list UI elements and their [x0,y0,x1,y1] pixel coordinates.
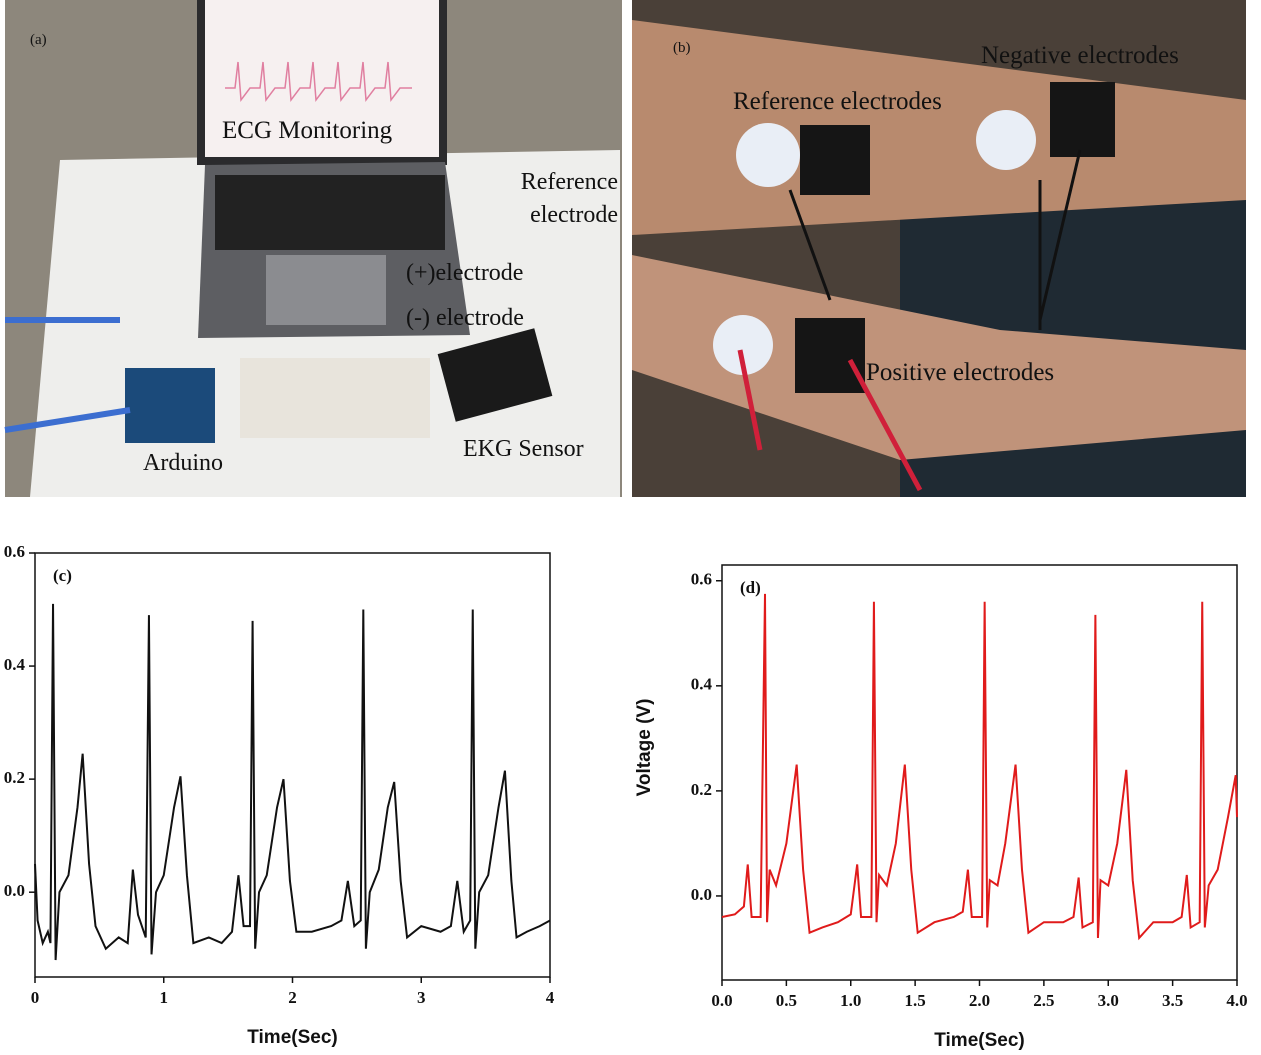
y-tick-label: 0.6 [4,542,25,561]
x-axis-title: Time(Sec) [934,1030,1024,1051]
photo-label: Reference electrode [480,166,618,232]
x-tick-label: 2.5 [1033,991,1054,1010]
x-tick-label: 2 [288,988,297,1007]
y-tick-label: 0.2 [4,768,25,787]
photo-b [632,0,1246,497]
x-tick-label: 1 [160,988,169,1007]
x-axis-title: Time(Sec) [247,1027,337,1048]
x-tick-label: 1.0 [840,991,861,1010]
y-tick-label: 0.0 [691,885,712,904]
y-tick-label: 0.6 [691,570,712,589]
x-tick-label: 3.5 [1162,991,1183,1010]
photo-a [5,0,622,497]
x-tick-label: 3 [417,988,426,1007]
x-tick-label: 4.0 [1226,991,1247,1010]
photo-label: Negative electrodes [981,42,1179,70]
y-tick-label: 0.0 [4,881,25,900]
figure-canvas: 0 1 2 3 4 0.0 0.2 0.4 0.6 (c) Time(Sec) 0.0 0.5 1.0 1.… [0,0,1261,1055]
panel-label: (b) [673,40,691,57]
photo-label: ECG Monitoring [222,117,392,145]
panel-label: (d) [740,578,761,597]
y-axis-title: Voltage (V) [634,699,655,797]
x-tick-label: 4 [546,988,555,1007]
x-tick-label: 2.0 [969,991,990,1010]
y-tick-label: 0.2 [691,780,712,799]
y-tick-label: 0.4 [4,655,26,674]
ecg-line [722,594,1237,938]
ecg-line [35,604,550,960]
photo-label: EKG Sensor [463,436,584,463]
photo-label: (-) electrode [406,305,524,332]
x-tick-label: 0 [31,988,40,1007]
x-tick-label: 3.0 [1098,991,1119,1010]
photo-label: Arduino [143,450,223,477]
photo-label: Positive electrodes [866,359,1054,387]
figure: 0 1 2 3 4 0.0 0.2 0.4 0.6 (c) Time(Sec) 0.0 0.5 1.0 1.… [0,0,1261,1055]
panel-label: (c) [53,566,72,585]
x-tick-label: 0.5 [776,991,797,1010]
x-tick-label: 1.5 [905,991,926,1010]
y-tick-label: 0.4 [691,675,713,694]
x-tick-label: 0.0 [711,991,732,1010]
photo-label: (+)electrode [406,260,523,287]
photo-label: Reference electrodes [733,88,942,116]
panel-label: (a) [30,32,47,49]
